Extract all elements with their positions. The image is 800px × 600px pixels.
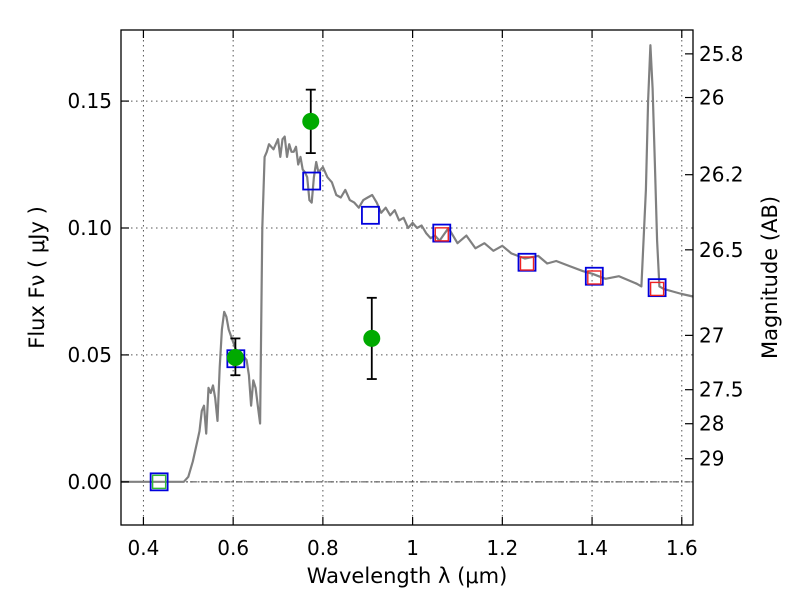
- model-photometry-inner-square: [519, 256, 535, 271]
- model-sed-curve: [121, 44, 694, 483]
- plot-frame: [120, 29, 694, 526]
- x-tick-label: 1.4: [576, 536, 608, 560]
- y2-tick-label: 26.2: [699, 163, 744, 187]
- model-photometry-square: [302, 171, 322, 191]
- y-tick-label: 0.05: [67, 343, 112, 367]
- y2-tick-label: 28: [699, 412, 724, 436]
- x-tick-label: 0.4: [128, 536, 160, 560]
- model-photometry-square: [647, 278, 667, 298]
- y-tick-label: 0.10: [67, 216, 112, 240]
- y2-tick-label: 25.8: [699, 42, 744, 66]
- model-photometry-inner-square: [151, 474, 167, 490]
- model-photometry-inner-square: [587, 270, 602, 285]
- x-axis-label: Wavelength λ (μm): [307, 564, 508, 588]
- model-photometry-square: [517, 252, 537, 272]
- x-tick-label: 1.6: [666, 536, 698, 560]
- model-photometry-square: [361, 205, 380, 225]
- y-tick-label: 0.15: [67, 89, 112, 113]
- model-photometry-square: [584, 266, 604, 286]
- y2-tick-label: 26: [699, 86, 724, 110]
- x-tick-label: 0.6: [217, 536, 249, 560]
- y2-tick-label: 29: [699, 447, 724, 471]
- y2-tick-label: 27.5: [699, 378, 744, 402]
- y-axis-label: Flux Fν ( μJy ): [25, 206, 49, 349]
- marker-layer: [149, 88, 667, 492]
- observed-flux-point: [302, 112, 320, 130]
- y2-axis-label: Magnitude (AB): [758, 196, 782, 359]
- y2-tick-label: 26.5: [699, 238, 744, 262]
- observed-flux-point: [363, 329, 381, 347]
- tick-layer: 0.4 0.6 0.8 1 1.2 1.4 1.6 0.00 0.05 0.10 0.15 25.8 2…: [67, 30, 744, 560]
- observed-flux-point: [226, 348, 244, 366]
- y-tick-label: 0.00: [67, 470, 112, 494]
- model-curve-layer: [121, 44, 694, 483]
- x-tick-label: 1.2: [486, 536, 518, 560]
- model-photometry-square: [149, 472, 169, 492]
- y2-tick-label: 27: [699, 323, 724, 347]
- x-tick-label: 1: [406, 536, 419, 560]
- x-tick-label: 0.8: [307, 536, 339, 560]
- model-photometry-square: [432, 223, 452, 243]
- model-photometry-inner-square: [434, 227, 449, 242]
- model-photometry-inner-square: [649, 281, 665, 297]
